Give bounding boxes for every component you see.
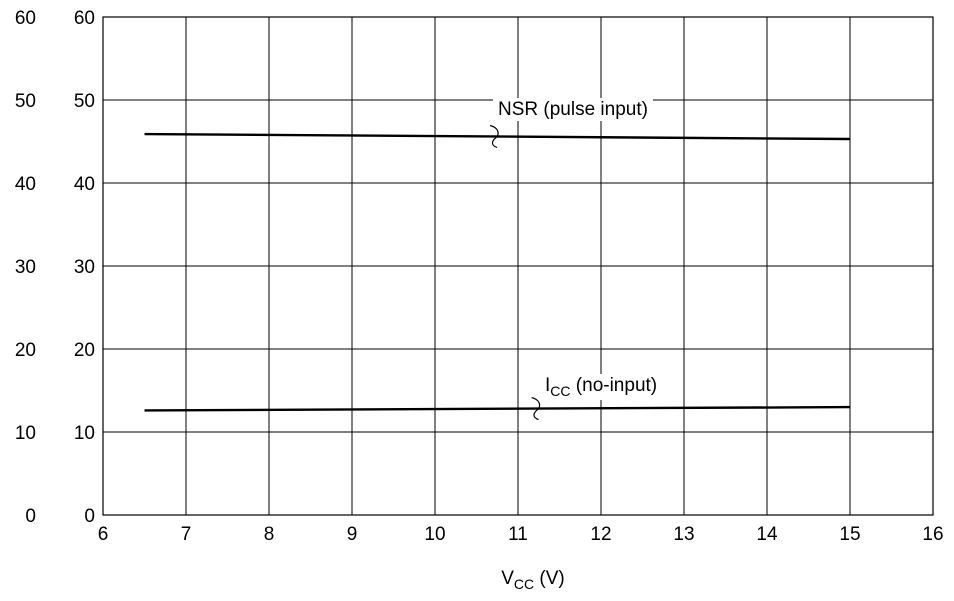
x-tick-labels: 6 7 8 9 10 11 12 13 14 15 16 bbox=[98, 524, 944, 545]
x-tick-label: 9 bbox=[347, 524, 358, 545]
outer-y-tick-label: 50 bbox=[15, 91, 36, 112]
y-tick-label: 50 bbox=[74, 91, 95, 112]
x-tick-label: 10 bbox=[424, 524, 445, 545]
x-tick-label: 12 bbox=[590, 524, 611, 545]
x-tick-label: 14 bbox=[756, 524, 778, 545]
x-axis-label-unit: (V) bbox=[534, 568, 565, 589]
y-tick-labels: 0 10 20 30 40 50 60 bbox=[74, 8, 95, 527]
x-axis-label: VCC (V) bbox=[501, 568, 565, 592]
y-tick-label: 10 bbox=[74, 423, 95, 444]
series-label-sub: CC bbox=[550, 383, 570, 399]
y-tick-label: 40 bbox=[74, 174, 95, 195]
y-tick-label: 60 bbox=[74, 8, 95, 29]
x-tick-label: 7 bbox=[181, 524, 192, 545]
y-tick-label: 20 bbox=[74, 340, 95, 361]
plot-frame bbox=[102, 16, 934, 516]
x-tick-label: 11 bbox=[508, 524, 528, 545]
series-label-main: I bbox=[545, 375, 550, 396]
series-label-main: NSR (pulse input) bbox=[498, 99, 648, 120]
x-axis-label-sub: CC bbox=[514, 576, 534, 592]
x-tick-label: 6 bbox=[98, 524, 109, 545]
x-tick-label: 8 bbox=[264, 524, 275, 545]
y-tick-label: 0 bbox=[84, 506, 95, 527]
outer-y-tick-label: 30 bbox=[15, 257, 36, 278]
series-label-tail: (no-input) bbox=[571, 375, 658, 396]
x-tick-label: 16 bbox=[922, 524, 943, 545]
outer-y-tick-label: 40 bbox=[15, 174, 36, 195]
x-tick-label: 15 bbox=[839, 524, 860, 545]
grid bbox=[102, 16, 934, 516]
outer-y-tick-label: 10 bbox=[15, 423, 36, 444]
series-hook-mark bbox=[489, 124, 499, 149]
series-annotations: NSR (pulse input) ICC (no-input) bbox=[489, 98, 663, 421]
outer-y-tick-label: 20 bbox=[15, 340, 36, 361]
series-line bbox=[144, 405, 851, 412]
series-label-background bbox=[493, 98, 653, 121]
y-tick-label: 30 bbox=[74, 257, 95, 278]
series-label: ICC (no-input) bbox=[545, 375, 657, 399]
outer-y-tick-labels: 0 10 20 30 40 50 60 bbox=[15, 8, 36, 527]
series-hook-mark bbox=[531, 397, 541, 421]
outer-y-tick-label: 0 bbox=[25, 506, 36, 527]
outer-y-tick-label: 60 bbox=[15, 8, 36, 29]
x-axis-label-main: V bbox=[501, 568, 514, 589]
series-label-background bbox=[540, 374, 663, 400]
series-lines bbox=[144, 132, 851, 412]
x-tick-label: 13 bbox=[673, 524, 694, 545]
series-label: NSR (pulse input) bbox=[498, 99, 648, 120]
